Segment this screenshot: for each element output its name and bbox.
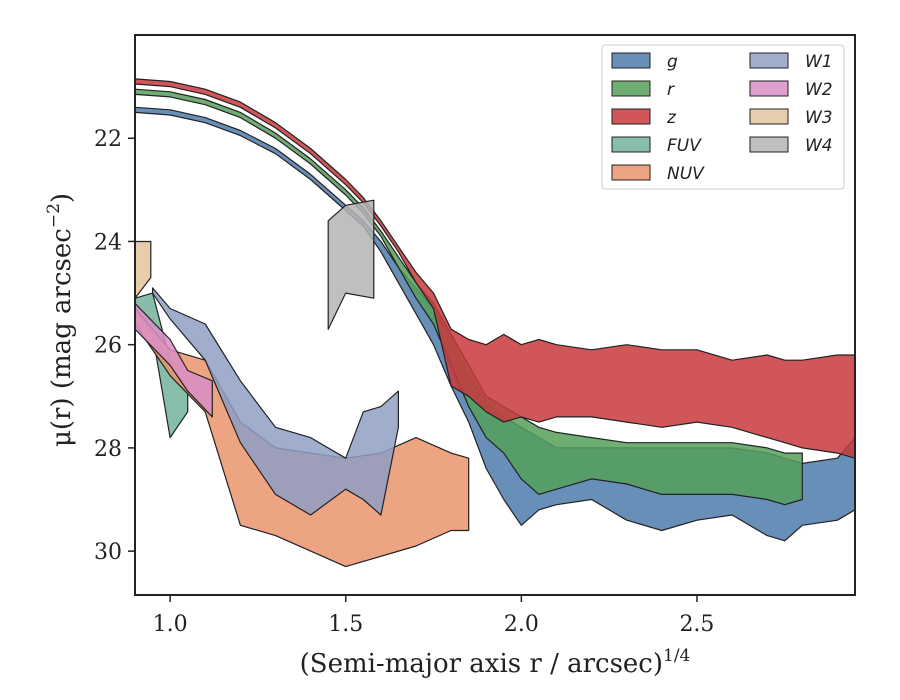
x-axis-label: (Semi-major axis r / arcsec)1/4 [300,646,691,679]
y-axis-label: μ(r) (mag arcsec−2) [44,193,77,447]
legend-label-z: z [666,108,677,128]
legend-label-w2: W2 [805,80,833,100]
y-tick-label: 26 [94,334,122,359]
legend-swatch-w4 [749,136,789,153]
legend-label-nuv: NUV [667,164,705,184]
x-axis-label-text: (Semi-major axis r / arcsec) [300,649,663,679]
plot-frame [134,34,856,596]
x-tick-label: 2.0 [504,612,539,637]
legend-swatch-nuv [611,164,651,181]
legend-swatch-fuv [611,136,651,153]
legend-swatch-w1 [749,52,789,69]
band-w3 [135,240,152,299]
y-tick-label: 30 [94,540,122,565]
legend-swatch-w2 [749,80,789,97]
legend-label-g: g [667,52,678,72]
band-w2 [135,302,213,418]
legend-swatch-g [611,52,651,69]
y-axis-label-power: −2 [44,203,64,228]
x-tick-label: 1.5 [328,612,363,637]
legend-swatch-z [611,108,651,125]
y-axis-label-close: ) [47,193,77,203]
legend-label-fuv: FUV [667,136,702,156]
x-tick-label: 2.5 [679,612,714,637]
y-tick-label: 28 [94,437,122,462]
x-tick-label: 1.0 [153,612,188,637]
band-w1 [152,287,399,516]
legend: grz FUV NUV W1 W2 W3 W4 [601,44,845,190]
y-axis-label-text: μ(r) (mag arcsec [47,228,77,447]
band-w4 [327,199,375,330]
profile-bands [135,78,855,568]
y-tick-label: 22 [94,127,122,152]
legend-label-w1: W1 [805,52,833,72]
y-tick-label: 24 [94,230,122,255]
x-axis-label-power: 1/4 [663,646,690,666]
legend-swatch-w3 [749,108,789,125]
band-z [135,78,855,459]
legend-label-w3: W3 [805,108,833,128]
y-axis-ticks: 22 24 26 28 30 [94,127,135,565]
legend-label-r: r [667,80,675,100]
band-r [135,88,803,506]
legend-label-w4: W4 [805,136,833,156]
x-axis-ticks: 1.0 1.5 2.0 2.5 [153,595,714,637]
legend-swatch-r [611,80,651,97]
